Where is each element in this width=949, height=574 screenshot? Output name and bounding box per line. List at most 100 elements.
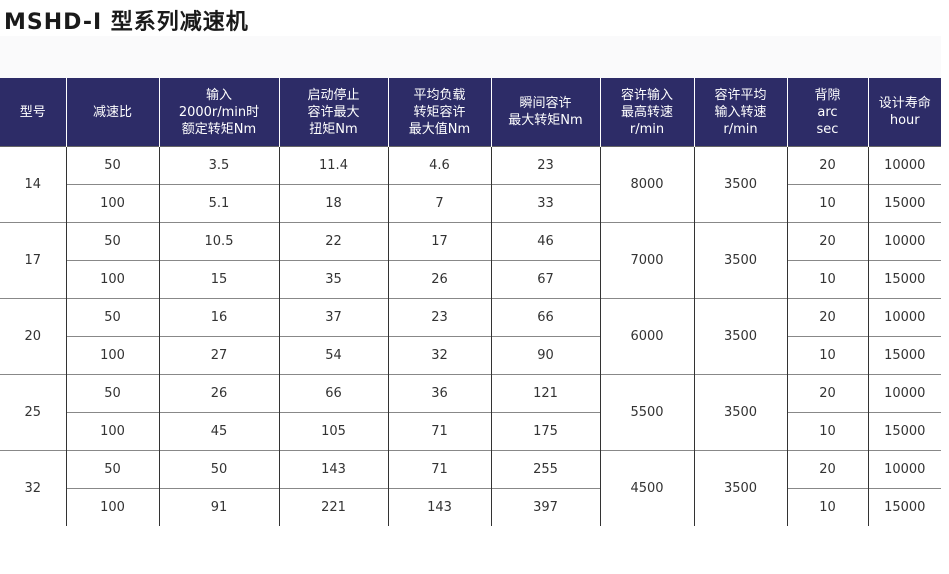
backlash-cell: 20: [786, 450, 868, 489]
header-line: r/min: [629, 121, 665, 137]
header-line: 减速比: [92, 104, 132, 120]
backlash-cell: 10: [786, 260, 868, 299]
average-load-torque-cell: 71: [387, 450, 491, 489]
header-start-stop-torque: 启动停止 容许最大 扭矩Nm: [278, 78, 388, 147]
backlash-cell: 10: [786, 184, 868, 223]
table-row: 14 50 3.5 11.4 4.6 23 8000 3500 20 10000: [0, 146, 941, 223]
average-input-speed-cell: 3500: [693, 374, 787, 451]
ratio-cell: 50: [65, 146, 159, 185]
instant-torque-cell: 23: [490, 146, 600, 185]
header-line: 平均负载: [413, 87, 466, 103]
rated-torque-cell: 5.1: [158, 184, 279, 223]
header-row: 型号 减速比 输入 2000r/min时 额定转矩Nm 启动停止 容许最大 扭矩Nm 平均负载转…: [0, 78, 941, 147]
start-stop-torque-cell: 221: [278, 488, 388, 526]
header-line: 输入转速: [714, 104, 767, 120]
model-cell: 32: [0, 450, 66, 526]
rated-torque-cell: 91: [158, 488, 279, 526]
design-life-cell: 15000: [867, 184, 941, 223]
start-stop-torque-cell: 54: [278, 336, 388, 375]
header-line: 容许最大: [307, 104, 360, 120]
table-row: 100 45 105 71 175 10 15000: [0, 412, 941, 451]
header-design-life: 设计寿命 hour: [867, 78, 941, 147]
header-rated-torque: 输入 2000r/min时 额定转矩Nm: [158, 78, 279, 147]
instant-torque-cell: 175: [490, 412, 600, 451]
header-line: 背隙: [814, 87, 841, 103]
average-load-torque-cell: 71: [387, 412, 491, 451]
table-header: 型号 减速比 输入 2000r/min时 额定转矩Nm 启动停止 容许最大 扭矩Nm 平均负载转…: [0, 78, 941, 147]
header-line: 瞬间容许: [519, 96, 572, 111]
table-row: 25 50 26 66 36 121 5500 3500 20 10000: [0, 374, 941, 451]
ratio-cell: 100: [65, 488, 159, 526]
header-line: 启动停止: [307, 87, 360, 103]
header-line: hour: [889, 113, 920, 128]
design-life-cell: 10000: [867, 450, 941, 489]
rated-torque-cell: 50: [158, 450, 279, 489]
model-cell: 25: [0, 374, 66, 451]
header-line: 2000r/min时: [178, 104, 260, 120]
instant-torque-cell: 46: [490, 222, 600, 261]
instant-torque-cell: 90: [490, 336, 600, 375]
average-load-torque-cell: 7: [387, 184, 491, 223]
rated-torque-cell: 15: [158, 260, 279, 299]
design-life-cell: 15000: [867, 412, 941, 451]
average-load-torque-cell: 26: [387, 260, 491, 299]
ratio-cell: 100: [65, 184, 159, 223]
header-average-load-torque: 平均负载 转矩容许 最大值Nm: [387, 78, 491, 147]
start-stop-torque-cell: 18: [278, 184, 388, 223]
ratio-cell: 50: [65, 374, 159, 413]
rated-torque-cell: 26: [158, 374, 279, 413]
rated-torque-cell: 27: [158, 336, 279, 375]
page-title: MSHD-I 型系列减速机: [4, 10, 249, 35]
max-input-speed-cell: 4500: [599, 450, 694, 526]
average-load-torque-cell: 23: [387, 298, 491, 337]
design-life-cell: 10000: [867, 374, 941, 413]
backlash-cell: 20: [786, 146, 868, 185]
header-model: 型号: [0, 78, 66, 147]
rated-torque-cell: 10.5: [158, 222, 279, 261]
backlash-cell: 20: [786, 222, 868, 261]
table-row: 100 91 221 143 397 10 15000: [0, 488, 941, 526]
start-stop-torque-cell: 11.4: [278, 146, 388, 185]
start-stop-torque-cell: 143: [278, 450, 388, 489]
instant-torque-cell: 255: [490, 450, 600, 489]
table-row: 17 50 10.5 22 17 46 7000 3500 20 10000: [0, 222, 941, 299]
header-line: 最大转矩Nm: [508, 113, 583, 128]
average-input-speed-cell: 3500: [693, 450, 787, 526]
average-load-torque-cell: 36: [387, 374, 491, 413]
average-load-torque-cell: 32: [387, 336, 491, 375]
backlash-cell: 10: [786, 412, 868, 451]
design-life-cell: 15000: [867, 260, 941, 299]
instant-torque-cell: 66: [490, 298, 600, 337]
rated-torque-cell: 45: [158, 412, 279, 451]
rated-torque-cell: 3.5: [158, 146, 279, 185]
header-line: 转矩容许: [413, 104, 466, 120]
model-cell: 17: [0, 222, 66, 299]
backlash-cell: 20: [786, 298, 868, 337]
design-life-cell: 10000: [867, 222, 941, 261]
model-cell: 20: [0, 298, 66, 375]
average-input-speed-cell: 3500: [693, 298, 787, 375]
table-body: 14 50 3.5 11.4 4.6 23 8000 3500 20 10000 100 5.1 18 7…: [0, 146, 941, 526]
header-line: 最大值Nm: [408, 121, 471, 137]
design-life-cell: 10000: [867, 146, 941, 185]
header-line: 型号: [19, 104, 46, 120]
header-line: 容许输入: [620, 87, 673, 103]
start-stop-torque-cell: 35: [278, 260, 388, 299]
table-row: 100 15 35 26 67 10 15000: [0, 260, 941, 299]
header-line: 额定转矩Nm: [181, 121, 257, 137]
average-load-torque-cell: 143: [387, 488, 491, 526]
instant-torque-cell: 33: [490, 184, 600, 223]
max-input-speed-cell: 6000: [599, 298, 694, 375]
header-line: 容许平均: [714, 87, 767, 103]
ratio-cell: 100: [65, 260, 159, 299]
backlash-cell: 20: [786, 374, 868, 413]
average-load-torque-cell: 4.6: [387, 146, 491, 185]
design-life-cell: 10000: [867, 298, 941, 337]
header-line: 最高转速: [620, 104, 673, 120]
model-cell: 14: [0, 146, 66, 223]
header-line: sec: [816, 121, 839, 137]
instant-torque-cell: 121: [490, 374, 600, 413]
ratio-cell: 50: [65, 298, 159, 337]
ratio-cell: 100: [65, 336, 159, 375]
header-line: 输入: [205, 87, 232, 103]
